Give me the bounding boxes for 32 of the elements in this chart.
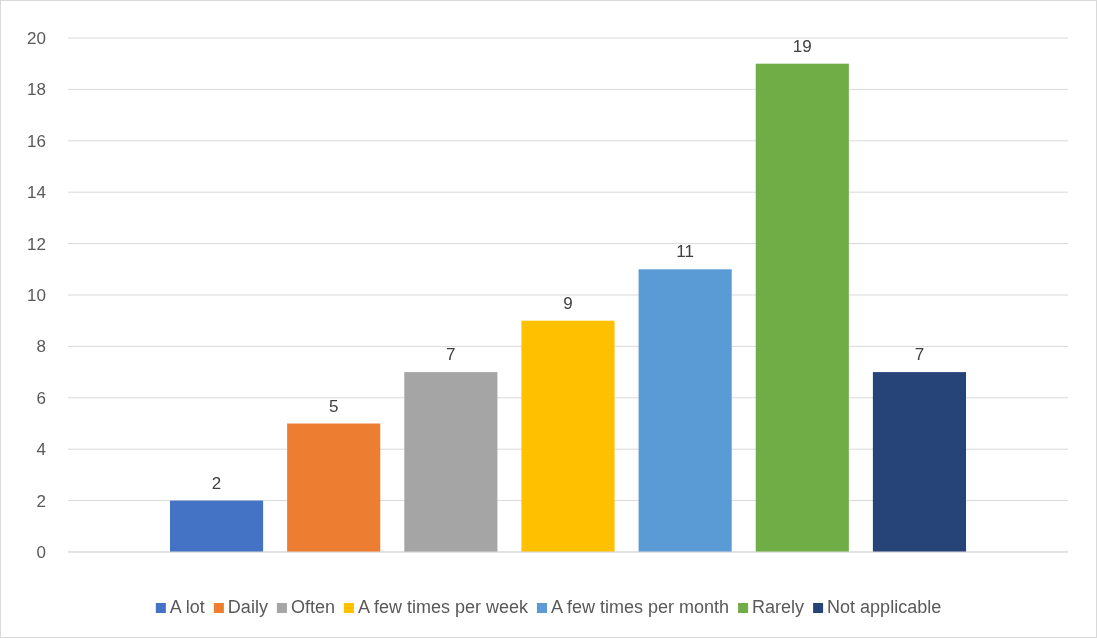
bar <box>755 63 849 552</box>
legend-label: Daily <box>227 597 268 617</box>
legend-label: Often <box>290 597 335 617</box>
data-label: 7 <box>914 345 925 365</box>
legend-label: Not applicable <box>827 597 942 617</box>
y-tick-label: 4 <box>36 440 46 460</box>
y-tick-label: 18 <box>27 80 46 100</box>
legend-label: A few times per week <box>357 597 529 617</box>
data-label: 11 <box>676 242 694 262</box>
bar <box>638 269 732 552</box>
y-tick-label: 14 <box>27 183 46 203</box>
bar <box>404 372 498 552</box>
y-tick-label: 2 <box>36 491 46 511</box>
legend-label: A few times per month <box>550 597 730 617</box>
y-tick-label: 6 <box>36 388 46 408</box>
data-label: 7 <box>446 345 456 365</box>
bar <box>521 320 615 552</box>
bar <box>287 423 381 552</box>
y-tick-label: 0 <box>36 542 46 562</box>
y-tick-label: 12 <box>27 234 46 254</box>
legend-label: Rarely <box>752 597 805 617</box>
y-tick-label: 16 <box>27 131 46 151</box>
y-tick-label: 8 <box>36 337 46 357</box>
data-label: 5 <box>328 396 339 416</box>
y-tick-label: 20 <box>27 28 46 48</box>
legend-label: A lot <box>169 597 205 617</box>
y-tick-label: 10 <box>27 285 46 305</box>
bar <box>872 372 967 552</box>
bar <box>169 500 264 552</box>
data-label: 9 <box>563 293 573 313</box>
data-label: 19 <box>792 36 812 56</box>
data-label: 2 <box>211 473 222 493</box>
